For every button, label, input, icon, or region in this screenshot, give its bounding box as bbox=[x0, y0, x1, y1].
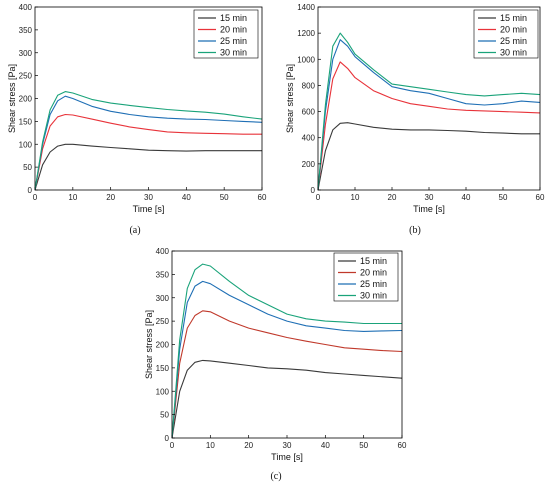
x-tick-label: 30 bbox=[144, 193, 153, 202]
series-line-4 bbox=[317, 32, 541, 191]
x-axis-label: Time [s] bbox=[413, 204, 445, 214]
legend-entry: 15 min bbox=[360, 256, 387, 266]
x-tick-label: 20 bbox=[244, 441, 253, 450]
y-tick-label: 400 bbox=[302, 134, 316, 143]
legend-entry: 20 min bbox=[500, 25, 527, 35]
panel-label: (c) bbox=[270, 471, 281, 482]
x-tick-label: 10 bbox=[68, 193, 77, 202]
x-tick-label: 30 bbox=[283, 441, 292, 450]
series-line-1 bbox=[171, 359, 403, 439]
series-line-1 bbox=[34, 143, 262, 191]
x-tick-label: 10 bbox=[206, 441, 215, 450]
y-tick-label: 1400 bbox=[297, 3, 315, 12]
x-tick-label: 60 bbox=[398, 441, 407, 450]
chart-panel-1: 0 10 20 30 40 50 60 0 50 100 150 200 250 300 350 400 Tim… bbox=[7, 3, 267, 236]
x-tick-label: 30 bbox=[425, 193, 434, 202]
y-tick-label: 250 bbox=[156, 317, 170, 326]
y-tick-label: 200 bbox=[156, 341, 170, 350]
x-tick-label: 60 bbox=[536, 193, 545, 202]
y-tick-label: 100 bbox=[156, 387, 170, 396]
y-tick-label: 150 bbox=[156, 364, 170, 373]
series-line-4 bbox=[171, 263, 402, 439]
y-tick-label: 400 bbox=[156, 247, 170, 256]
y-tick-label: 350 bbox=[156, 270, 170, 279]
series-line-2 bbox=[34, 113, 262, 191]
y-tick-label: 300 bbox=[156, 294, 170, 303]
x-tick-label: 0 bbox=[316, 193, 321, 202]
x-tick-label: 20 bbox=[106, 193, 115, 202]
x-tick-label: 40 bbox=[321, 441, 330, 450]
y-tick-label: 1000 bbox=[297, 55, 315, 64]
y-tick-label: 250 bbox=[19, 72, 33, 81]
y-tick-label: 350 bbox=[19, 26, 33, 35]
x-tick-label: 50 bbox=[220, 193, 229, 202]
legend-entry: 25 min bbox=[360, 279, 387, 289]
x-axis-label: Time [s] bbox=[133, 204, 165, 214]
series-line-3 bbox=[317, 39, 541, 191]
y-tick-label: 100 bbox=[19, 140, 33, 149]
x-tick-label: 0 bbox=[170, 441, 175, 450]
series-line-1 bbox=[317, 122, 540, 191]
panel-label: (b) bbox=[409, 225, 421, 236]
y-tick-label: 1200 bbox=[297, 29, 315, 38]
x-tick-label: 10 bbox=[351, 193, 360, 202]
y-tick-label: 200 bbox=[19, 95, 33, 104]
x-tick-label: 0 bbox=[33, 193, 38, 202]
chart-panel-3: 0 10 20 30 40 50 60 0 50 100 150 200 250 300 350 400 Tim… bbox=[144, 247, 407, 482]
chart-panel-2: 0 10 20 30 40 50 600200400600800100012001400Ti… bbox=[285, 3, 545, 236]
legend-entry: 25 min bbox=[500, 36, 527, 46]
x-tick-label: 60 bbox=[258, 193, 267, 202]
y-axis-label: Shear stress [Pa] bbox=[7, 64, 17, 133]
series-line-4 bbox=[34, 91, 263, 191]
y-tick-label: 300 bbox=[19, 49, 33, 58]
y-tick-label: 50 bbox=[23, 163, 32, 172]
x-tick-label: 40 bbox=[462, 193, 471, 202]
y-tick-label: 150 bbox=[19, 117, 33, 126]
y-axis-label: Shear stress [Pa] bbox=[144, 310, 154, 379]
y-tick-label: 600 bbox=[302, 108, 316, 117]
y-tick-label: 400 bbox=[19, 3, 33, 12]
x-tick-label: 50 bbox=[499, 193, 508, 202]
y-tick-label: 0 bbox=[311, 186, 316, 195]
y-tick-label: 0 bbox=[165, 434, 170, 443]
legend-entry: 20 min bbox=[360, 268, 387, 278]
series-line-3 bbox=[34, 95, 263, 191]
legend-entry: 30 min bbox=[500, 48, 527, 58]
panel-label: (a) bbox=[129, 225, 140, 236]
y-axis-label: Shear stress [Pa] bbox=[285, 64, 295, 133]
legend-entry: 20 min bbox=[220, 25, 247, 35]
y-tick-label: 50 bbox=[160, 411, 169, 420]
x-tick-label: 40 bbox=[182, 193, 191, 202]
x-tick-label: 20 bbox=[388, 193, 397, 202]
series-line-3 bbox=[171, 280, 403, 439]
series-line-2 bbox=[171, 310, 403, 439]
legend-entry: 30 min bbox=[220, 48, 247, 58]
series-line-2 bbox=[317, 61, 541, 191]
y-tick-label: 800 bbox=[302, 81, 316, 90]
y-tick-label: 0 bbox=[28, 186, 33, 195]
x-axis-label: Time [s] bbox=[271, 452, 303, 462]
legend-entry: 30 min bbox=[360, 291, 387, 301]
x-tick-label: 50 bbox=[359, 441, 368, 450]
legend-entry: 15 min bbox=[220, 13, 247, 23]
legend-entry: 25 min bbox=[220, 36, 247, 46]
legend-entry: 15 min bbox=[500, 13, 527, 23]
y-tick-label: 200 bbox=[302, 160, 316, 169]
